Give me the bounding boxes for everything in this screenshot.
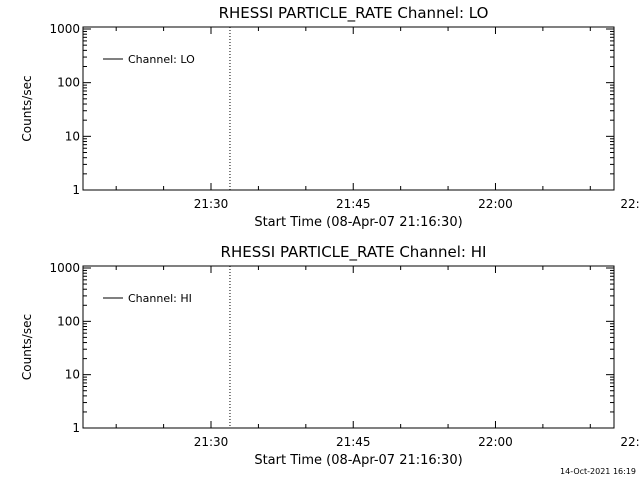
y-tick-label: 1000 bbox=[49, 22, 80, 36]
legend-label: Channel: LO bbox=[128, 53, 195, 66]
x-tick-label: 21:45 bbox=[336, 435, 371, 449]
chart-title: RHESSI PARTICLE_RATE Channel: HI bbox=[221, 243, 487, 262]
x-tick-label: 21:30 bbox=[194, 435, 229, 449]
x-tick-label: 21:45 bbox=[336, 197, 371, 211]
y-tick-label: 100 bbox=[57, 314, 80, 328]
y-tick-label: 10 bbox=[65, 368, 80, 382]
plot-frame bbox=[82, 26, 615, 191]
x-tick-label: 22:15 bbox=[620, 435, 640, 449]
y-tick-label: 1 bbox=[72, 421, 80, 435]
x-tick-label: 22:00 bbox=[478, 197, 513, 211]
y-axis-label: Counts/sec bbox=[20, 75, 34, 141]
panel-2: RHESSI PARTICLE_RATE Channel: HI Start Ti… bbox=[20, 243, 640, 468]
panel-1: RHESSI PARTICLE_RATE Channel: LO Start Ti… bbox=[20, 4, 640, 230]
x-axis-label: Start Time (08-Apr-07 21:16:30) bbox=[254, 453, 462, 468]
y-tick-label: 100 bbox=[57, 76, 80, 90]
x-tick-label: 21:30 bbox=[194, 197, 229, 211]
legend-label: Channel: HI bbox=[128, 292, 192, 305]
plot-frame bbox=[82, 265, 615, 429]
y-tick-label: 1 bbox=[72, 183, 80, 197]
x-tick-label: 22:00 bbox=[478, 435, 513, 449]
x-axis-label: Start Time (08-Apr-07 21:16:30) bbox=[254, 215, 462, 230]
chart-title: RHESSI PARTICLE_RATE Channel: LO bbox=[219, 4, 489, 23]
y-tick-label: 1000 bbox=[49, 261, 80, 275]
y-axis-label: Counts/sec bbox=[20, 314, 34, 380]
y-tick-label: 10 bbox=[65, 129, 80, 143]
x-tick-label: 22:15 bbox=[620, 197, 640, 211]
